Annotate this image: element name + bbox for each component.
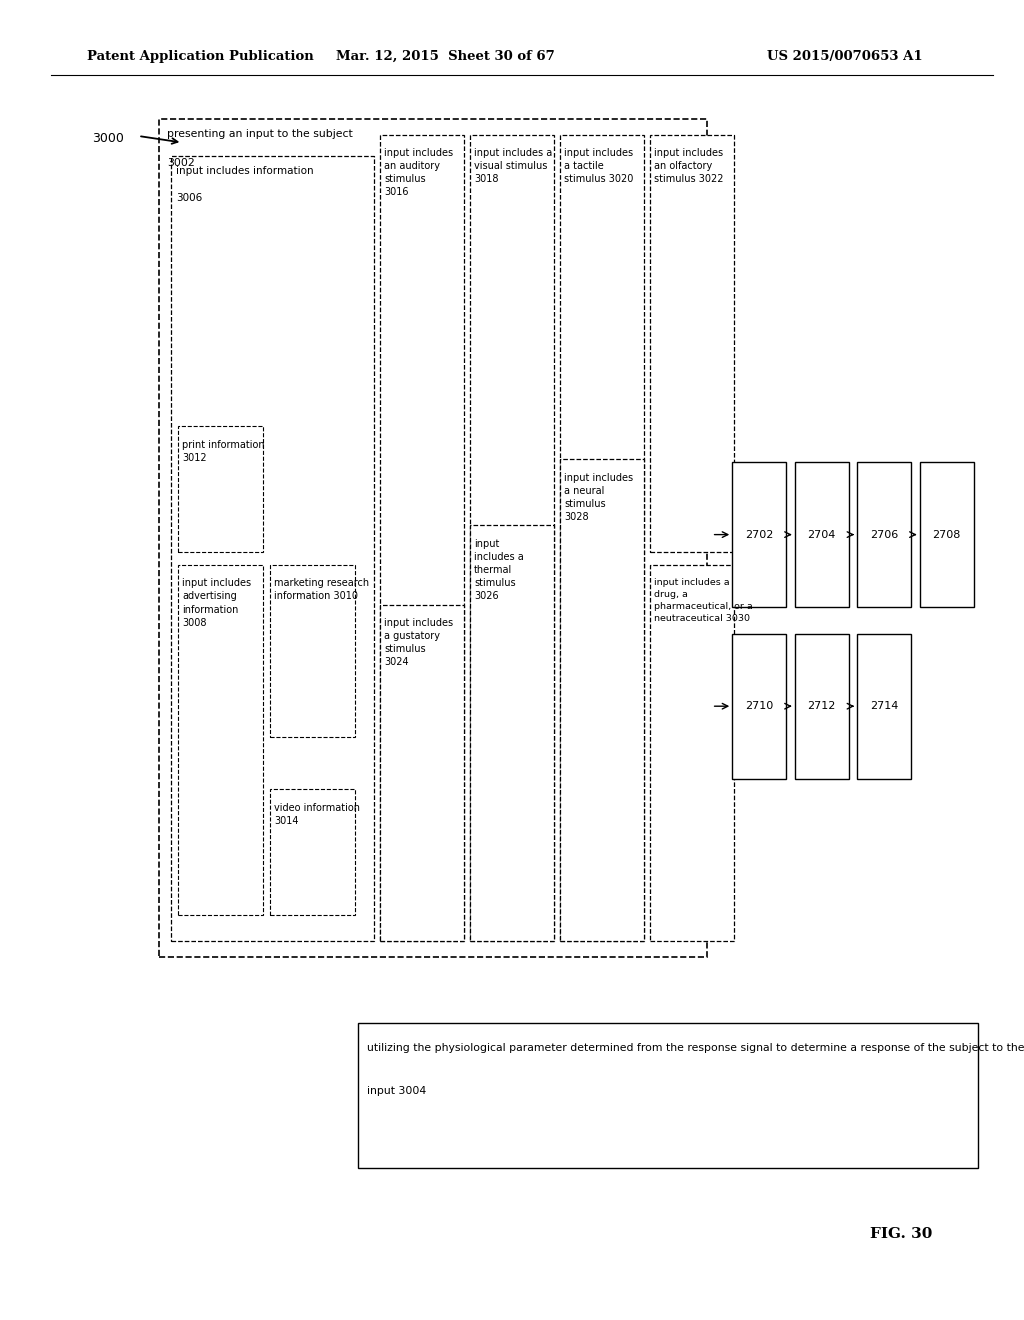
Text: 2708: 2708 — [933, 529, 961, 540]
Bar — [857, 462, 911, 607]
Bar — [380, 605, 464, 941]
Bar — [560, 135, 644, 941]
Bar — [380, 135, 464, 941]
Text: 3002: 3002 — [167, 158, 195, 169]
Bar — [650, 565, 734, 941]
Text: 2712: 2712 — [808, 701, 836, 711]
Bar — [171, 156, 374, 941]
Bar — [470, 135, 554, 941]
Text: US 2015/0070653 A1: US 2015/0070653 A1 — [767, 50, 923, 63]
Text: input includes
a gustatory
stimulus
3024: input includes a gustatory stimulus 3024 — [384, 618, 454, 668]
Text: 2714: 2714 — [870, 701, 898, 711]
Text: input 3004: input 3004 — [367, 1086, 426, 1097]
Text: 2704: 2704 — [808, 529, 836, 540]
Text: 3006: 3006 — [176, 193, 203, 203]
Text: utilizing the physiological parameter determined from the response signal to det: utilizing the physiological parameter de… — [367, 1043, 1024, 1053]
Text: presenting an input to the subject: presenting an input to the subject — [167, 129, 352, 140]
Text: Mar. 12, 2015  Sheet 30 of 67: Mar. 12, 2015 Sheet 30 of 67 — [336, 50, 555, 63]
Text: input includes
advertising
information
3008: input includes advertising information 3… — [182, 578, 252, 628]
Text: 2702: 2702 — [745, 529, 773, 540]
Text: input includes a
drug, a
pharmaceutical, or a
neutraceutical 3030: input includes a drug, a pharmaceutical,… — [654, 578, 753, 623]
Bar — [470, 525, 554, 941]
Bar — [795, 634, 849, 779]
Bar — [857, 634, 911, 779]
Bar — [270, 565, 355, 737]
Text: 2710: 2710 — [745, 701, 773, 711]
Text: Patent Application Publication: Patent Application Publication — [87, 50, 313, 63]
Text: input includes information: input includes information — [176, 166, 313, 177]
Bar — [178, 426, 263, 552]
Bar — [795, 462, 849, 607]
Bar — [732, 634, 786, 779]
Bar — [358, 1023, 978, 1168]
Bar — [732, 462, 786, 607]
Bar — [920, 462, 974, 607]
Bar — [178, 565, 263, 915]
Text: input includes
an olfactory
stimulus 3022: input includes an olfactory stimulus 302… — [654, 148, 724, 185]
Bar — [270, 789, 355, 915]
Text: input includes
an auditory
stimulus
3016: input includes an auditory stimulus 3016 — [384, 148, 454, 198]
Text: marketing research
information 3010: marketing research information 3010 — [274, 578, 370, 602]
Text: input includes a
visual stimulus
3018: input includes a visual stimulus 3018 — [474, 148, 552, 185]
Bar — [650, 135, 734, 552]
Bar — [159, 119, 707, 957]
Bar — [560, 459, 644, 941]
Text: 2706: 2706 — [870, 529, 898, 540]
Text: input includes
a tactile
stimulus 3020: input includes a tactile stimulus 3020 — [564, 148, 634, 185]
Text: FIG. 30: FIG. 30 — [870, 1228, 932, 1241]
Text: print information
3012: print information 3012 — [182, 440, 265, 463]
Text: input includes
a neural
stimulus
3028: input includes a neural stimulus 3028 — [564, 473, 634, 523]
Text: input
includes a
thermal
stimulus
3026: input includes a thermal stimulus 3026 — [474, 539, 524, 602]
Text: video information
3014: video information 3014 — [274, 803, 360, 826]
Text: 3000: 3000 — [92, 132, 124, 145]
